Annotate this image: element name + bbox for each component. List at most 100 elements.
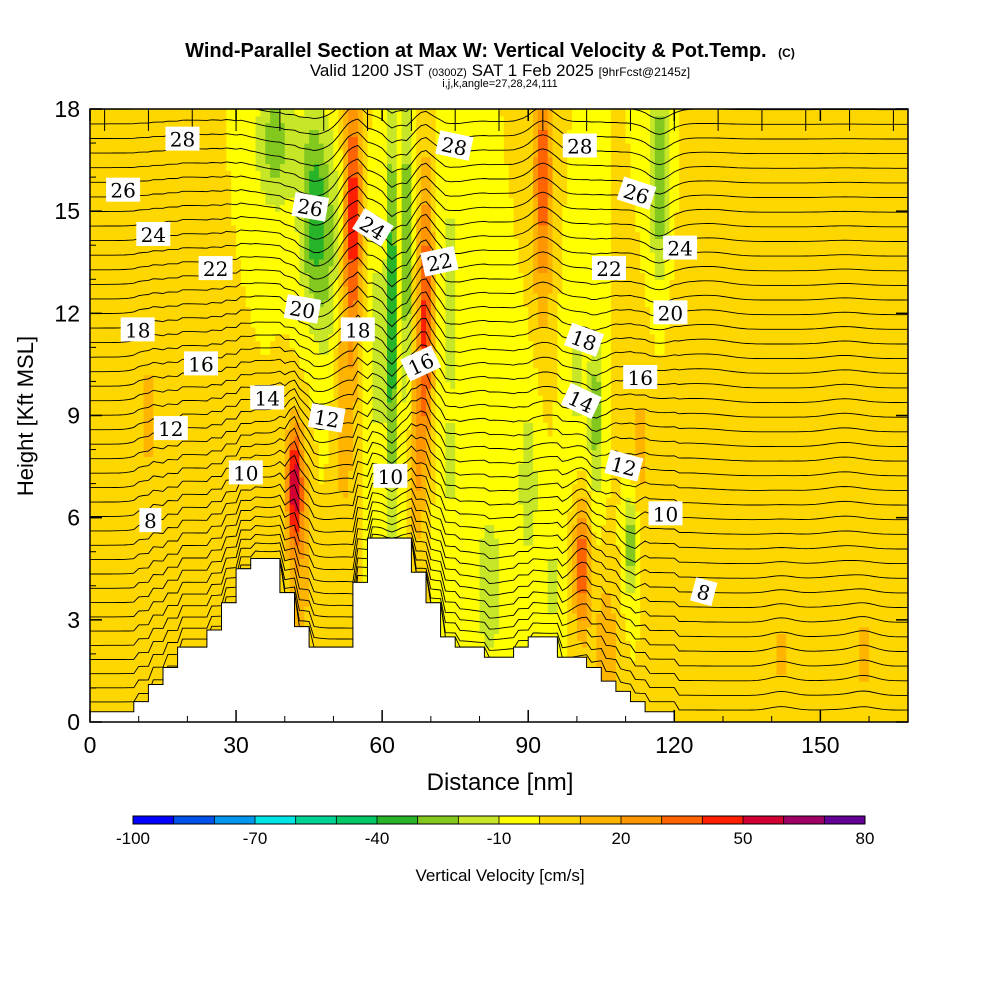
isentrope-line: [90, 537, 908, 652]
contour-label-text: 8: [694, 579, 713, 605]
colorbar-swatch: [133, 816, 174, 824]
colorbar-swatch: [173, 816, 215, 824]
isentrope-line: [90, 497, 908, 579]
contour-label-text: 18: [345, 318, 370, 342]
isentrope-line: [90, 331, 908, 376]
isentrope-line: [90, 118, 908, 151]
contour-label-box: [153, 416, 188, 441]
colorbar-swatch: [539, 816, 581, 824]
contour-label: 28: [562, 133, 597, 159]
contour-label-box: [420, 246, 459, 277]
isentrope-line: [90, 291, 908, 331]
y-tick-label: 15: [54, 198, 80, 224]
isentrope-line: [90, 488, 908, 565]
colorbar-swatch: [702, 816, 744, 824]
chart-title: Wind-Parallel Section at Max W: Vertical…: [185, 40, 795, 62]
colorbar-swatch: [377, 816, 418, 824]
isentrope-line: [90, 524, 908, 623]
colorbar-tick-label: 20: [612, 829, 631, 848]
isentrope-line: [90, 185, 908, 226]
isentrope-line: [90, 318, 908, 362]
isentrope-line: [90, 383, 908, 433]
x-tick-label: 0: [84, 732, 97, 758]
contour-label: 18: [120, 317, 155, 342]
x-tick-label: 30: [223, 732, 249, 758]
contour-label-text: 22: [596, 257, 621, 281]
contour-label-box: [648, 501, 683, 526]
isentrope-line: [90, 532, 908, 638]
contour-label: 20: [283, 294, 322, 324]
contour-label-box: [198, 256, 233, 281]
y-tick-label: 9: [67, 403, 80, 429]
chart-subtitle: Valid 1200 JST (0300Z) SAT 1 Feb 2025 [9…: [310, 61, 690, 80]
contour-label-text: 10: [378, 465, 403, 489]
isentrope-line: [90, 405, 908, 462]
contour-label-box: [563, 322, 605, 357]
contour-label-box: [623, 365, 658, 389]
isentrope-line: [90, 131, 908, 167]
x-axis-label: Distance [nm]: [427, 769, 574, 796]
contour-label: 16: [184, 351, 218, 376]
contour-label-box: [435, 130, 474, 161]
contour-label-text: 24: [667, 237, 692, 261]
isentrope-line: [90, 199, 908, 240]
contour-label: 22: [592, 256, 626, 281]
contour-label-box: [400, 345, 442, 382]
contour-label-box: [560, 382, 602, 420]
colorbar-swatch: [783, 816, 825, 824]
y-tick-label: 6: [67, 505, 80, 531]
contour-label: 20: [653, 300, 688, 325]
isentrope-line: [90, 304, 908, 346]
contour-label-text: 8: [144, 509, 157, 533]
contour-label-box: [616, 176, 657, 210]
isentrope-line: [90, 370, 908, 419]
contour-label-text: 20: [658, 301, 683, 325]
contour-label-box: [120, 317, 155, 342]
contour-label: 18: [340, 317, 375, 342]
contour-label-text: 24: [141, 223, 166, 247]
isentrope-line: [90, 415, 908, 477]
contour-label-text: 28: [567, 135, 592, 159]
colorbar: -100 -70 -40 -10 20 50 80: [116, 815, 874, 848]
contour-label: 10: [373, 463, 408, 489]
contour-label-box: [663, 235, 698, 260]
colorbar-swatch: [743, 816, 784, 824]
contour-label: 28: [165, 126, 200, 152]
isentrope-line: [90, 537, 908, 682]
contour-label: 10: [228, 460, 263, 485]
contour-label-text: 12: [312, 405, 341, 433]
contour-label-box: [352, 208, 394, 247]
contour-label: 12: [307, 403, 346, 433]
contour-label-text: 22: [203, 257, 228, 281]
contour-label-box: [283, 294, 322, 324]
contour-label-box: [562, 133, 597, 158]
contour-label-text: 10: [233, 461, 258, 485]
contour-label: 16: [623, 365, 658, 390]
isentrope-line: [90, 158, 908, 197]
isentrope-line: [90, 440, 908, 506]
x-tick-label: 150: [801, 732, 839, 758]
colorbar-tick-label: -100: [116, 829, 150, 848]
x-axis: 0 30 60 90 120 150: [84, 109, 870, 758]
colorbar-swatch: [580, 816, 622, 824]
contour-label: 8: [139, 508, 162, 533]
contour-label: 24: [136, 222, 171, 247]
contour-label-box: [106, 177, 141, 202]
x-tick-label: 90: [515, 732, 541, 758]
contour-label-box: [307, 403, 346, 433]
contour-label-text: 16: [188, 352, 213, 376]
isentrope-line: [90, 396, 908, 447]
isentrope-line: [90, 537, 908, 667]
isentrope-line: [90, 427, 908, 491]
contour-label-box: [291, 192, 330, 222]
isentrope-line: [90, 265, 908, 305]
copyright-mark: (C): [778, 46, 795, 60]
contour-label-box: [139, 508, 162, 533]
isentrope-line: [90, 516, 908, 609]
chart-header: Wind-Parallel Section at Max W: Vertical…: [185, 40, 795, 90]
contour-label-box: [228, 460, 263, 485]
isentrope-line: [90, 213, 908, 254]
isentrope-line: [90, 454, 908, 521]
